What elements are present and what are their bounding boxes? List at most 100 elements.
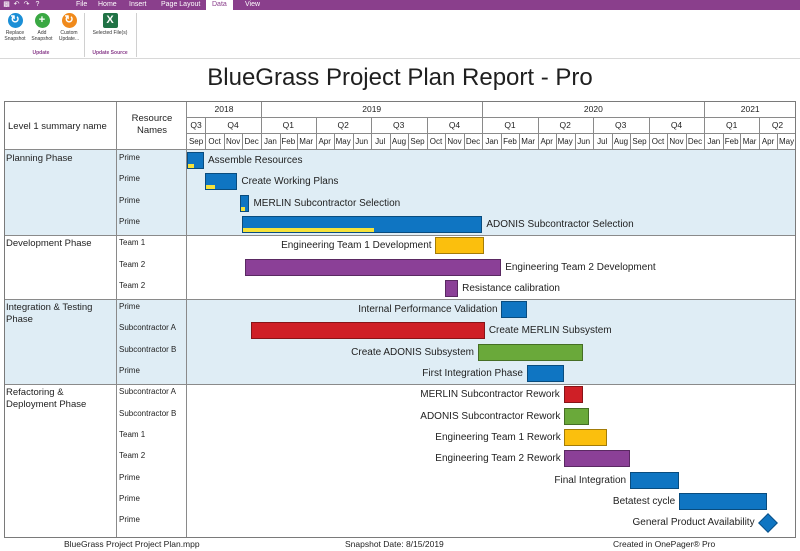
menu-file[interactable]: File: [76, 1, 88, 8]
month-label: Apr: [761, 137, 775, 146]
task-bar[interactable]: [187, 152, 204, 169]
task-label: Assemble Resources: [207, 155, 303, 166]
task-bar[interactable]: [564, 386, 584, 404]
month-divider: [704, 133, 706, 149]
task-label: ADONIS Subcontractor Rework: [420, 410, 561, 422]
month-divider: [408, 133, 410, 149]
month-divider: [501, 133, 503, 149]
month-label: Sep: [632, 137, 647, 146]
menu-page-layout[interactable]: Page Layout: [161, 1, 201, 8]
resource-name: Prime: [119, 302, 140, 312]
menu-view[interactable]: View: [245, 1, 261, 8]
resource-name: Subcontractor B: [119, 344, 177, 354]
save-icon[interactable]: ▩: [3, 1, 10, 8]
month-label: Jun: [355, 137, 369, 146]
task-bar[interactable]: [244, 258, 502, 276]
task-bar[interactable]: [250, 322, 485, 340]
quarter-label: Q2: [771, 120, 784, 130]
month-divider: [279, 133, 281, 149]
resource-name: Subcontractor A: [119, 387, 176, 397]
task-bar[interactable]: [445, 279, 459, 297]
task-bar[interactable]: [478, 343, 584, 361]
menu-insert[interactable]: Insert: [129, 1, 147, 8]
task-bar[interactable]: [435, 237, 484, 255]
month-label: Apr: [318, 137, 331, 146]
resource-name: Prime: [119, 216, 140, 226]
resource-name: Prime: [119, 472, 140, 482]
resource-column-header: Resource Names: [131, 113, 173, 136]
task-bar[interactable]: [527, 365, 565, 382]
month-divider: [518, 133, 520, 149]
task-label: Engineering Team 1 Rework: [435, 431, 561, 443]
month-label: Nov: [447, 137, 462, 146]
month-divider: [463, 133, 465, 149]
header-line: [186, 117, 796, 118]
task-label: General Product Availability: [632, 517, 755, 529]
phase-name: Planning Phase: [6, 153, 73, 164]
month-divider: [611, 133, 613, 149]
task-bar[interactable]: [242, 215, 483, 233]
phase-separator: [4, 299, 796, 301]
task-bar[interactable]: [239, 194, 250, 212]
replace-snapshot-label: Replace Snapshot: [4, 30, 26, 42]
resource-name: Team 2: [119, 259, 146, 269]
month-divider: [648, 133, 650, 149]
selected-files-button[interactable]: X Selected File(s): [88, 13, 132, 36]
month-label: Oct: [429, 137, 443, 146]
month-label: Feb: [724, 137, 739, 146]
header-line: [4, 149, 796, 150]
year-label: 2018: [214, 104, 234, 114]
task-bar[interactable]: [678, 492, 768, 510]
menu-home[interactable]: Home: [98, 1, 117, 8]
task-label: Internal Performance Validation: [358, 304, 498, 316]
task-bar[interactable]: [564, 407, 590, 425]
resource-name: Prime: [119, 493, 140, 503]
task-bar[interactable]: [564, 428, 608, 446]
quarter-label: Q3: [615, 120, 627, 130]
task-label: Create Working Plans: [241, 176, 339, 188]
month-divider: [296, 133, 298, 149]
phase-separator: [4, 235, 796, 237]
resource-name: Subcontractor B: [119, 408, 177, 418]
menu-data[interactable]: Data: [206, 0, 233, 10]
menu-bar: ▩ ↶ ↷ ? File Home Insert Page Layout Dat…: [0, 0, 800, 10]
month-label: Mar: [521, 137, 536, 146]
resource-name: Team 2: [119, 280, 146, 290]
task-label: MERLIN Subcontractor Rework: [420, 389, 560, 401]
update-group-label: Update: [32, 50, 50, 56]
footer-snapshot-date: Snapshot Date: 8/15/2019: [345, 539, 444, 549]
resource-name: Prime: [119, 515, 140, 525]
custom-update-button[interactable]: ↻ Custom Update...: [56, 13, 82, 42]
task-progress: [188, 164, 194, 168]
month-divider: [537, 133, 539, 149]
month-divider: [205, 133, 207, 149]
task-progress: [240, 206, 245, 211]
undo-icon[interactable]: ↶: [13, 1, 20, 8]
month-label: May: [557, 137, 573, 146]
phase-band: [4, 299, 796, 385]
month-divider: [740, 133, 742, 149]
task-bar[interactable]: [630, 471, 679, 489]
replace-snapshot-button[interactable]: ↻ Replace Snapshot: [2, 13, 28, 42]
redo-icon[interactable]: ↷: [23, 1, 30, 8]
month-divider: [315, 133, 317, 149]
month-divider: [592, 133, 594, 149]
quarter-label: Q1: [726, 120, 738, 130]
month-label: Oct: [208, 137, 221, 146]
month-divider: [224, 133, 225, 149]
month-divider: [445, 133, 447, 149]
column-divider: [116, 101, 117, 538]
month-divider: [333, 133, 335, 149]
year-label: 2021: [740, 104, 760, 114]
resource-name: Team 2: [119, 451, 146, 461]
add-snapshot-button[interactable]: + Add Snapshot: [30, 13, 54, 42]
month-divider: [685, 133, 687, 149]
task-label: Final Integration: [554, 474, 627, 486]
task-bar[interactable]: [205, 173, 238, 191]
task-bar[interactable]: [501, 301, 528, 319]
help-icon[interactable]: ?: [35, 1, 40, 8]
month-divider: [242, 133, 244, 149]
phase-name: Development Phase: [6, 238, 92, 250]
task-bar[interactable]: [564, 450, 631, 468]
month-divider: [667, 133, 669, 149]
